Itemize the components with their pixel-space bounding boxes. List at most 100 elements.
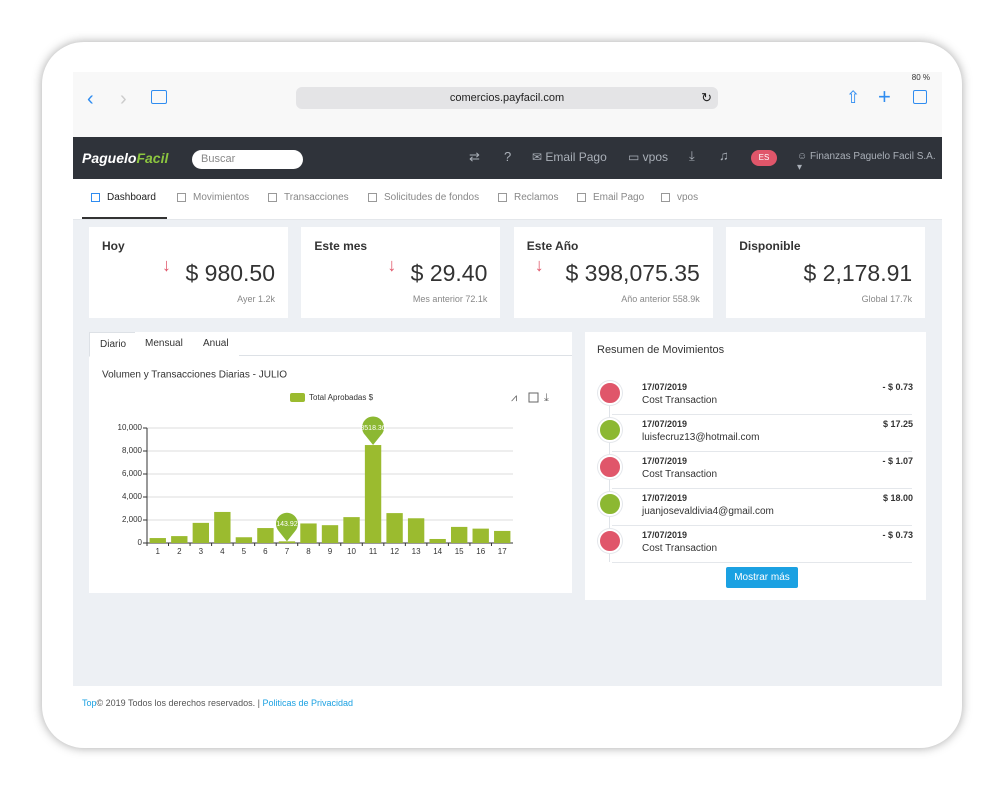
privacy-link[interactable]: Politicas de Privacidad xyxy=(262,698,353,708)
trend-arrow: ↓ xyxy=(387,255,397,275)
movement-description: juanjosevaldivia4@gmail.com xyxy=(642,506,774,517)
mark-point-label: 8518.36 xyxy=(360,425,385,432)
y-tick-label: 10,000 xyxy=(118,423,143,432)
chart: Volumen y Transacciones Diarias - JULIO … xyxy=(102,370,549,556)
bell-icon[interactable]: ♫ xyxy=(719,148,729,163)
stat-note: Ayer 1.2k xyxy=(237,294,275,304)
stat-value: $ 2,178.91 xyxy=(803,260,913,286)
movement-icon xyxy=(598,381,622,405)
browser-bar: 80 % ‹ › comercios.payfacil.com ↻ ⇧ + xyxy=(73,72,942,137)
placeholder: Buscar xyxy=(201,153,236,165)
chart-tab[interactable]: Mensual xyxy=(135,332,193,357)
movement-amount: $ 18.00 xyxy=(882,493,913,503)
label: Finanzas Paguelo Facil S.A. xyxy=(810,151,936,162)
user-menu[interactable]: ☺ Finanzas Paguelo Facil S.A. ▾ xyxy=(797,151,936,173)
label: Email Pago xyxy=(545,150,607,164)
movement-description: Cost Transaction xyxy=(642,543,718,554)
url-bar[interactable]: comercios.payfacil.com ↻ xyxy=(296,87,718,109)
active-underline xyxy=(82,217,167,219)
tab-icon xyxy=(268,193,277,202)
logo[interactable]: PagueloFacil xyxy=(82,150,168,166)
y-tick-label: 0 xyxy=(138,538,143,547)
toolbar-line[interactable]: ⩘ xyxy=(511,392,517,404)
y-tick-label: 8,000 xyxy=(122,446,143,455)
bookmarks-button[interactable] xyxy=(151,90,167,104)
stat-note: Mes anterior 72.1k xyxy=(412,294,488,304)
nav-tab[interactable]: Solicitudes de fondos xyxy=(368,192,479,203)
stat-title: Este Año xyxy=(526,239,579,253)
x-tick-label: 7 xyxy=(285,547,290,556)
tab-icon xyxy=(498,193,507,202)
x-tick-label: 10 xyxy=(347,547,356,556)
stat-title: Disponible xyxy=(739,239,801,253)
mark-point xyxy=(362,416,385,446)
trend-arrow: ↓ xyxy=(534,255,544,275)
logo-text: Facil xyxy=(136,150,169,166)
bar xyxy=(386,513,403,543)
nav-tab[interactable]: Dashboard xyxy=(91,192,156,203)
swap-icon[interactable]: ⇄ xyxy=(469,149,480,164)
movement-description: Cost Transaction xyxy=(642,469,718,480)
email-pago-link[interactable]: ✉ Email Pago xyxy=(532,150,607,164)
battery: 80 % xyxy=(911,73,930,82)
toolbar-download[interactable]: ⤓ xyxy=(544,392,549,404)
stat-card: Disponible $ 2,178.91 Global 17.7k xyxy=(726,227,926,318)
show-more-button[interactable]: Mostrar más xyxy=(726,567,798,588)
back-button[interactable]: ‹ xyxy=(87,88,94,110)
nav-tab[interactable]: Movimientos xyxy=(177,192,249,203)
toolbar-bar[interactable] xyxy=(528,392,539,403)
stat-value: $ 29.40 xyxy=(410,260,488,286)
x-tick-label: 17 xyxy=(498,547,507,556)
bar xyxy=(429,538,446,543)
tab-label: vpos xyxy=(677,192,699,203)
bar xyxy=(192,522,210,543)
nav-tab[interactable]: vpos xyxy=(661,192,698,203)
x-tick-label: 9 xyxy=(328,547,333,556)
forward-button[interactable]: › xyxy=(120,88,127,110)
stat-note: Año anterior 558.9k xyxy=(621,294,700,304)
reload[interactable]: ↻ xyxy=(701,90,712,105)
separator xyxy=(612,525,912,526)
x-tick-label: 11 xyxy=(369,547,378,556)
bar xyxy=(235,537,253,543)
tabs-button[interactable] xyxy=(913,90,927,104)
new-tab-button[interactable]: + xyxy=(878,84,891,109)
tab-label: Movimientos xyxy=(193,192,250,203)
share-button[interactable]: ⇧ xyxy=(846,88,861,107)
movement-amount: - $ 0.73 xyxy=(882,382,913,392)
movement-amount: $ 17.25 xyxy=(882,419,913,429)
tab-icon xyxy=(577,193,586,202)
tab-label: Reclamos xyxy=(514,192,559,203)
x-tick-label: 16 xyxy=(476,547,485,556)
navbar: PagueloFacil Buscar ⇄ ? ✉ Email Pago ▭ v… xyxy=(73,137,942,179)
chart-tab[interactable]: Diario xyxy=(89,332,138,357)
bar xyxy=(149,538,166,543)
tab-label: Solicitudes de fondos xyxy=(384,192,480,203)
nav-tab[interactable]: Reclamos xyxy=(498,192,558,203)
separator xyxy=(612,414,912,415)
movement-amount: - $ 1.07 xyxy=(882,456,913,466)
nav-tab[interactable]: Email Pago xyxy=(577,192,644,203)
download-icon[interactable]: ⤓ xyxy=(689,148,695,163)
vpos-link[interactable]: ▭ vpos xyxy=(628,150,669,164)
url: comercios.payfacil.com xyxy=(449,92,565,104)
top-link[interactable]: Top xyxy=(82,698,97,708)
label: vpos xyxy=(642,150,669,164)
chart-panel: Diario Mensual Anual Volumen y Transaccion… xyxy=(89,332,572,593)
movement-icon xyxy=(598,529,622,553)
tab-icon xyxy=(91,193,100,202)
search-input[interactable]: Buscar xyxy=(192,150,303,169)
chart-tab[interactable]: Anual xyxy=(193,332,239,357)
movement-date: 17/07/2019 xyxy=(642,530,688,540)
movement-date: 17/07/2019 xyxy=(642,456,688,466)
movement-date: 17/07/2019 xyxy=(642,493,688,503)
help-icon[interactable]: ? xyxy=(504,149,512,164)
language-pill[interactable]: ES xyxy=(751,150,777,166)
nav-tab[interactable]: Transacciones xyxy=(268,192,349,203)
movement-icon xyxy=(598,492,622,516)
stat-note: Global 17.7k xyxy=(861,294,913,304)
bar xyxy=(171,536,188,543)
legend-label: Total Aprobadas $ xyxy=(309,393,374,402)
x-tick-label: 15 xyxy=(455,547,464,556)
logo-text: Paguelo xyxy=(82,150,137,166)
